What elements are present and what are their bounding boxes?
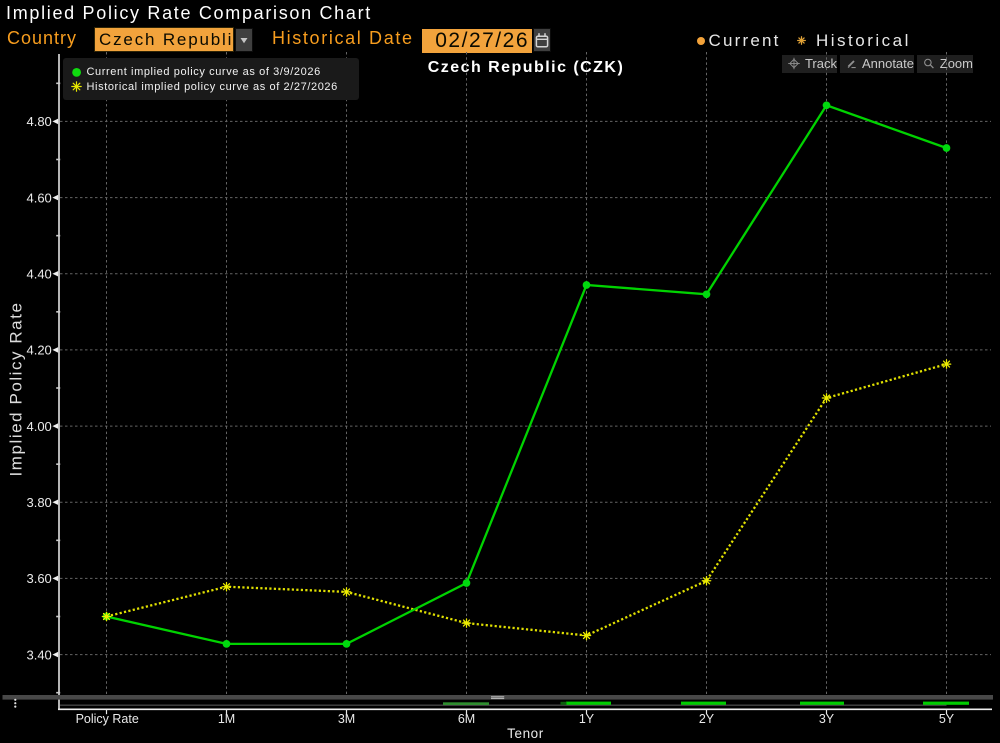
svg-text:4.80: 4.80: [26, 114, 51, 129]
svg-text:4.60: 4.60: [26, 190, 51, 205]
svg-text:3.80: 3.80: [26, 495, 51, 510]
svg-text:4.40: 4.40: [26, 266, 51, 281]
svg-text:6M: 6M: [458, 712, 475, 726]
svg-text:4.00: 4.00: [26, 419, 51, 434]
svg-text:Policy Rate: Policy Rate: [76, 712, 139, 726]
svg-text:Implied Policy Rate: Implied Policy Rate: [6, 302, 25, 477]
svg-text:2Y: 2Y: [699, 712, 715, 726]
svg-text:3Y: 3Y: [819, 712, 835, 726]
svg-text:1Y: 1Y: [579, 712, 595, 726]
svg-text:4.20: 4.20: [26, 343, 51, 358]
svg-text:Tenor: Tenor: [507, 726, 544, 741]
svg-text:3.40: 3.40: [26, 647, 51, 662]
svg-text:3.60: 3.60: [26, 571, 51, 586]
svg-text:3M: 3M: [338, 712, 355, 726]
svg-text:5Y: 5Y: [939, 712, 955, 726]
svg-text:1M: 1M: [218, 712, 235, 726]
